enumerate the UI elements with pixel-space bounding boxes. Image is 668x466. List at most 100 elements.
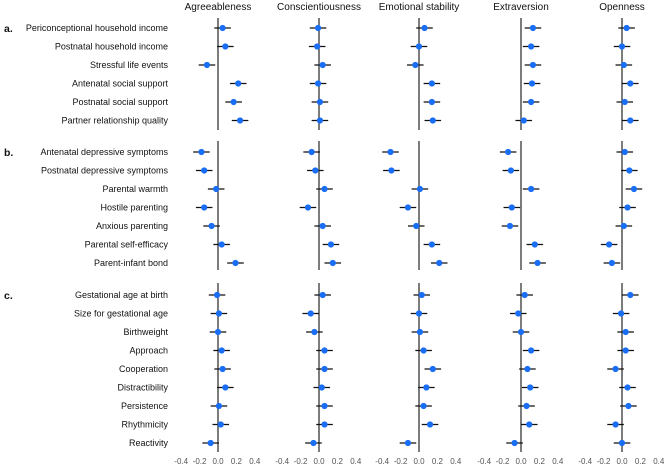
row-label: Parental warmth bbox=[102, 184, 168, 194]
point-estimate bbox=[201, 204, 208, 211]
point-estimate bbox=[534, 259, 541, 267]
point-estimate bbox=[506, 222, 514, 230]
point-estimate bbox=[416, 328, 424, 336]
point-estimate bbox=[307, 310, 314, 317]
point-estimate bbox=[198, 148, 205, 156]
point-estimate bbox=[521, 291, 528, 299]
point-estimate bbox=[314, 80, 322, 87]
point-estimate bbox=[213, 291, 221, 299]
x-tick-label: 0.2 bbox=[432, 457, 444, 466]
point-estimate bbox=[528, 98, 535, 106]
point-estimate bbox=[630, 185, 638, 193]
point-estimate bbox=[218, 347, 225, 354]
row-label: Parental self-efficacy bbox=[85, 240, 169, 250]
point-estimate bbox=[203, 61, 211, 69]
row-label: Persistence bbox=[121, 401, 168, 411]
row-label: Reactivity bbox=[129, 438, 169, 448]
x-tick-label: 0.4 bbox=[350, 457, 362, 466]
x-tick-label: -0.4 bbox=[375, 457, 389, 466]
point-estimate bbox=[387, 148, 394, 156]
point-estimate bbox=[420, 402, 427, 410]
x-tick-label: 0.0 bbox=[616, 457, 628, 466]
row-label: Gestational age at birth bbox=[75, 290, 168, 300]
point-estimate bbox=[626, 167, 633, 174]
point-estimate bbox=[316, 117, 324, 124]
point-estimate bbox=[517, 328, 525, 336]
point-estimate bbox=[312, 167, 319, 174]
point-estimate bbox=[201, 167, 208, 174]
point-estimate bbox=[617, 310, 625, 317]
row-label: Distractibility bbox=[117, 383, 168, 393]
point-estimate bbox=[623, 24, 630, 32]
panel-title: Agreeableness bbox=[185, 2, 252, 13]
point-estimate bbox=[428, 98, 435, 106]
point-estimate bbox=[321, 347, 328, 354]
point-estimate bbox=[412, 61, 419, 69]
point-estimate bbox=[311, 328, 318, 336]
point-estimate bbox=[314, 24, 322, 32]
row-label: Postnatal depressive symptoms bbox=[41, 166, 169, 176]
point-estimate bbox=[436, 259, 443, 267]
point-estimate bbox=[217, 421, 224, 428]
point-estimate bbox=[327, 241, 335, 248]
point-estimate bbox=[507, 167, 514, 174]
point-estimate bbox=[527, 384, 534, 391]
point-estimate bbox=[528, 347, 535, 354]
panel-title: Openness bbox=[599, 2, 645, 13]
point-estimate bbox=[529, 61, 537, 69]
point-estimate bbox=[515, 310, 522, 317]
point-estimate bbox=[511, 439, 518, 447]
point-estimate bbox=[606, 241, 613, 248]
point-estimate bbox=[618, 43, 626, 50]
point-estimate bbox=[308, 148, 315, 156]
point-estimate bbox=[219, 365, 226, 373]
point-estimate bbox=[321, 365, 328, 373]
point-estimate bbox=[319, 222, 326, 230]
row-label: Approach bbox=[129, 346, 168, 356]
point-estimate bbox=[428, 80, 435, 87]
section-label: a. bbox=[4, 23, 13, 35]
x-tick-label: 0.4 bbox=[249, 457, 261, 466]
point-estimate bbox=[222, 43, 229, 50]
point-estimate bbox=[625, 402, 632, 410]
section-label: b. bbox=[4, 147, 13, 159]
x-tick-label: -0.2 bbox=[394, 457, 408, 466]
point-estimate bbox=[612, 421, 619, 428]
row-label: Partner relationship quality bbox=[61, 116, 168, 126]
point-estimate bbox=[316, 98, 324, 106]
point-estimate bbox=[624, 384, 631, 391]
point-estimate bbox=[321, 402, 328, 410]
point-estimate bbox=[215, 310, 223, 317]
point-estimate bbox=[416, 185, 424, 193]
x-tick-label: -0.4 bbox=[275, 457, 289, 466]
x-tick-label: 0.0 bbox=[515, 457, 527, 466]
point-estimate bbox=[310, 439, 317, 447]
point-estimate bbox=[612, 365, 619, 373]
row-label: Stressful life events bbox=[90, 60, 169, 70]
point-estimate bbox=[621, 148, 628, 156]
point-estimate bbox=[621, 98, 628, 106]
x-tick-label: 0.2 bbox=[534, 457, 546, 466]
point-estimate bbox=[505, 148, 512, 156]
point-estimate bbox=[423, 384, 430, 391]
point-estimate bbox=[528, 43, 535, 50]
point-estimate bbox=[528, 80, 536, 87]
point-estimate bbox=[421, 24, 428, 32]
point-estimate bbox=[215, 402, 223, 410]
row-label: Antenatal social support bbox=[72, 79, 169, 89]
point-estimate bbox=[620, 61, 627, 69]
x-tick-label: -0.2 bbox=[597, 457, 611, 466]
row-label: Rhythmicity bbox=[121, 420, 168, 430]
point-estimate bbox=[418, 291, 425, 299]
section-label: c. bbox=[4, 290, 13, 302]
point-estimate bbox=[207, 439, 214, 447]
point-estimate bbox=[404, 439, 412, 447]
x-tick-label: 0.2 bbox=[231, 457, 243, 466]
point-estimate bbox=[627, 80, 634, 87]
row-label: Cooperation bbox=[119, 364, 168, 374]
point-estimate bbox=[627, 291, 634, 299]
row-label: Hostile parenting bbox=[100, 203, 168, 213]
point-estimate bbox=[314, 43, 321, 50]
point-estimate bbox=[428, 241, 435, 248]
